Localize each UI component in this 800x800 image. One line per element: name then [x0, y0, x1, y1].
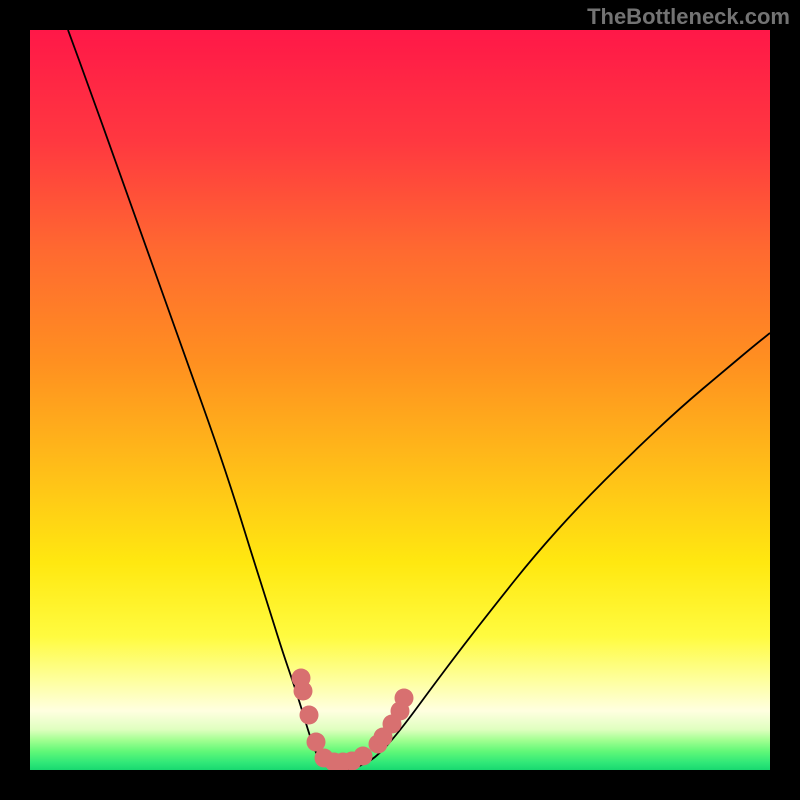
- curve-marker: [354, 747, 373, 766]
- curve-marker: [294, 682, 313, 701]
- curve-marker: [300, 706, 319, 725]
- bottleneck-chart: [30, 30, 770, 770]
- plot-background: [30, 30, 770, 770]
- curve-marker: [395, 689, 414, 708]
- watermark-text: TheBottleneck.com: [587, 4, 790, 30]
- chart-outer-frame: TheBottleneck.com: [0, 0, 800, 800]
